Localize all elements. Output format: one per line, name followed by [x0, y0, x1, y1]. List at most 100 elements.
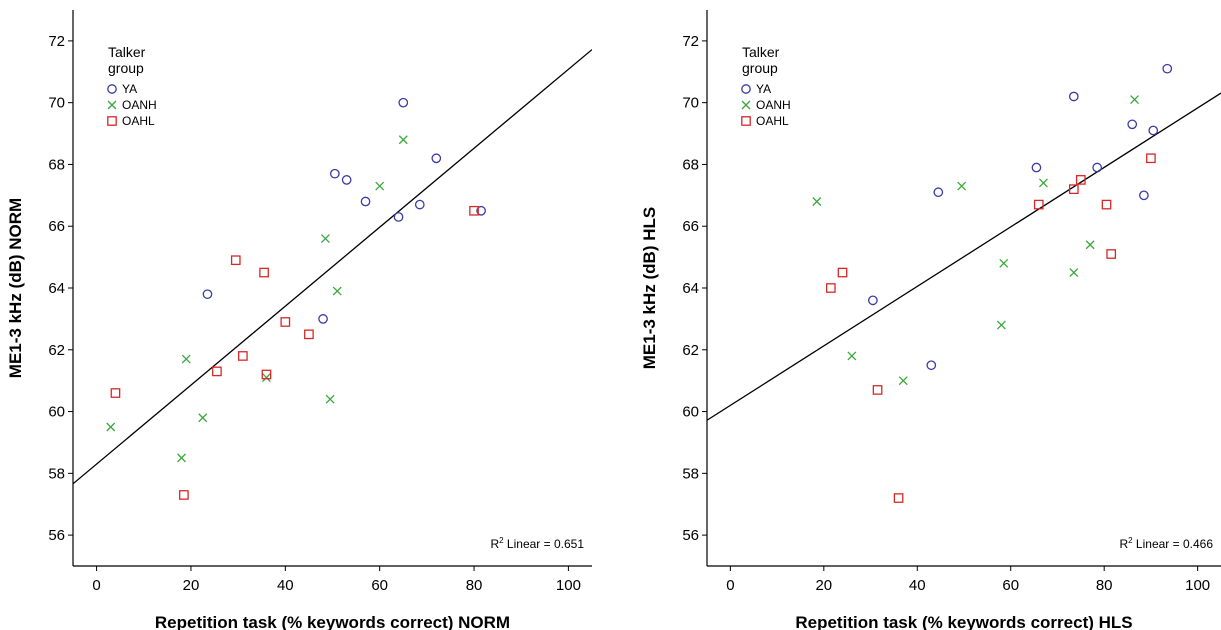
legend-title: Talker [742, 44, 780, 60]
legend-title: group [108, 60, 144, 76]
x-axis-title: Repetition task (% keywords correct) NOR… [155, 613, 510, 630]
y-tick-label: 62 [682, 342, 699, 359]
x-axis-title: Repetition task (% keywords correct) HLS [795, 613, 1132, 630]
data-point-ya [1092, 162, 1103, 173]
x-tick-label: 100 [556, 577, 581, 594]
y-tick-label: 72 [682, 33, 699, 50]
data-point-oahl [259, 267, 269, 278]
x-tick-label: 20 [815, 577, 832, 594]
x-tick-label: 0 [92, 577, 100, 594]
data-point-ya [330, 168, 340, 179]
y-tick-label: 62 [48, 342, 65, 359]
data-point-oahl [1033, 199, 1044, 210]
series-oahl [110, 205, 479, 500]
x-tick-label: 80 [1096, 577, 1113, 594]
legend-label-oanh: OANH [122, 98, 157, 112]
data-point-oahl [238, 351, 248, 361]
data-point-ya [398, 97, 409, 108]
y-tick-label: 58 [682, 465, 699, 482]
data-point-oanh [957, 181, 967, 191]
y-tick-label: 60 [682, 404, 699, 421]
y-axis-title: ME1-3 kHz (dB) HLS [640, 207, 659, 369]
series-oanh [106, 135, 408, 463]
legend-label-oanh: OANH [756, 98, 791, 112]
data-point-oahl [212, 366, 222, 377]
y-tick-label: 66 [48, 218, 65, 235]
data-point-ya [476, 205, 486, 216]
y-tick-label: 70 [682, 95, 699, 112]
regression-line [73, 49, 592, 485]
data-point-oahl [872, 385, 883, 395]
data-point-ya [341, 175, 352, 185]
x-tick-label: 0 [726, 577, 734, 594]
series-oahl [825, 153, 1156, 503]
legend-label-ya: YA [756, 82, 771, 96]
series-ya [868, 63, 1173, 371]
data-point-oanh [999, 258, 1009, 268]
x-tick-label: 20 [183, 577, 200, 594]
data-point-oanh [320, 234, 330, 244]
y-tick-label: 68 [682, 156, 699, 173]
data-point-oanh [332, 286, 342, 296]
data-point-oahl [837, 267, 848, 278]
data-point-oahl [1106, 249, 1117, 259]
data-point-oahl [280, 317, 291, 327]
data-point-ya [1162, 63, 1173, 74]
data-point-oahl [261, 369, 272, 380]
data-point-ya [933, 187, 944, 198]
data-point-oahl [1068, 184, 1079, 195]
data-point-oanh [375, 181, 385, 191]
x-tick-label: 60 [1002, 577, 1019, 594]
y-tick-label: 64 [48, 280, 65, 297]
data-point-oanh [177, 453, 186, 463]
y-tick-label: 60 [48, 404, 65, 421]
chart-2: 56 58 60 62 64 66 68 70 72 0 20 40 60 80 100 Repetition… [640, 10, 1221, 630]
data-point-ya [393, 212, 404, 222]
series-ya [202, 97, 486, 324]
data-point-oanh [1085, 240, 1095, 250]
data-point-oanh [1130, 95, 1140, 105]
r-squared-label: R2 Linear = 0.466 [1119, 536, 1213, 551]
x-tick-label: 40 [909, 577, 926, 594]
data-point-oahl [893, 493, 904, 503]
r-squared-label: R2 Linear = 0.651 [490, 536, 584, 551]
y-tick-label: 56 [682, 527, 699, 544]
data-point-oanh [847, 351, 857, 361]
data-point-ya [202, 289, 213, 300]
legend-marker-ya [107, 84, 117, 94]
data-point-oanh [812, 197, 822, 206]
legend-title: group [742, 60, 778, 76]
data-point-oanh [325, 394, 335, 404]
y-tick-label: 58 [48, 465, 65, 482]
y-tick-label: 68 [48, 156, 65, 173]
data-point-oanh [181, 354, 191, 364]
x-tick-label: 40 [277, 577, 294, 594]
data-point-ya [360, 196, 371, 207]
data-point-ya [1148, 125, 1159, 136]
y-tick-label: 56 [48, 527, 65, 544]
data-point-oanh [398, 135, 408, 145]
data-point-oahl [179, 490, 189, 500]
data-point-oanh [1038, 178, 1048, 188]
data-point-ya [1139, 190, 1149, 201]
data-point-oahl [230, 255, 241, 266]
data-point-oahl [1101, 199, 1112, 210]
x-tick-label: 80 [466, 577, 483, 594]
regression-line [707, 92, 1221, 421]
y-tick-label: 72 [48, 33, 65, 50]
data-point-oanh [898, 376, 908, 386]
data-point-oahl [304, 329, 314, 340]
legend-title: Talker [108, 44, 146, 60]
x-tick-label: 100 [1185, 577, 1210, 594]
data-point-ya [868, 295, 878, 306]
x-tick-label: 60 [371, 577, 388, 594]
legend-label-oahl: OAHL [122, 114, 155, 128]
data-point-ya [431, 153, 442, 164]
data-point-oanh [1069, 268, 1079, 278]
y-axis-title: ME1-3 kHz (dB) NORM [6, 198, 25, 378]
data-point-oahl [110, 388, 121, 398]
y-tick-label: 70 [48, 95, 65, 112]
data-point-ya [926, 360, 937, 371]
legend-marker-ya [741, 84, 751, 94]
